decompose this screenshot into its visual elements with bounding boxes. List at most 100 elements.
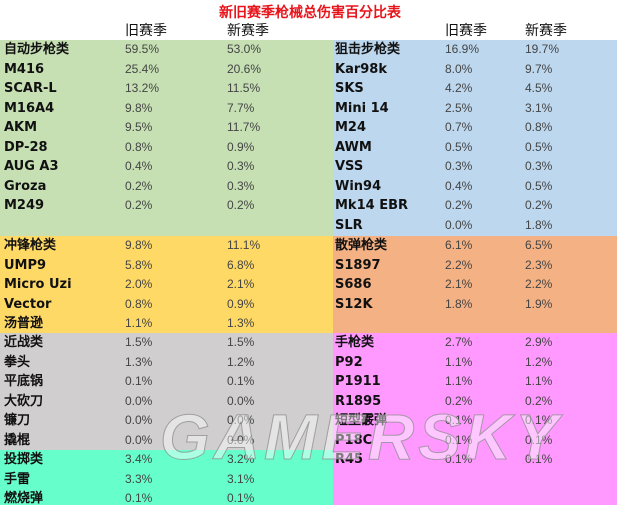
weapon-name: M24 — [335, 120, 367, 135]
table-row: 拳头 1.3% 1.2% — [0, 353, 333, 373]
value-old: 0.1% — [445, 452, 473, 466]
value-new: 1.1% — [525, 374, 553, 388]
weapon-name: SCAR-L — [4, 81, 57, 96]
value-new: 0.2% — [227, 198, 255, 212]
value-old: 1.1% — [445, 374, 473, 388]
value-new: 0.9% — [227, 139, 255, 154]
table-row: AWM 0.5% 0.5% — [333, 138, 617, 158]
value-new: 1.2% — [525, 354, 553, 369]
value-new: 0.1% — [525, 452, 553, 466]
header-old-left: 旧赛季 — [125, 23, 167, 39]
weapon-name: P1911 — [335, 374, 381, 389]
category-block-ar: 自动步枪类 59.5% 53.0% M416 25.4% 20.6% SCAR-L 13.2%… — [0, 40, 333, 236]
weapon-name: SLR — [335, 217, 363, 233]
weapon-name: Groza — [4, 178, 47, 194]
value-new: 1.9% — [525, 296, 553, 311]
header-old-right: 旧赛季 — [445, 23, 487, 39]
value-old: 0.8% — [125, 139, 153, 154]
value-new: 0.0% — [227, 413, 255, 427]
table-row: 自动步枪类 59.5% 53.0% — [0, 40, 333, 60]
table-row: Mk14 EBR 0.2% 0.2% — [333, 196, 617, 216]
weapon-name: SKS — [335, 81, 364, 96]
table-row: Groza 0.2% 0.3% — [0, 177, 333, 197]
weapon-name: R1895 — [335, 393, 382, 409]
weapon-name: 近战类 — [4, 335, 44, 350]
value-new: 0.1% — [525, 413, 553, 427]
table-row: R45 0.1% 0.1% — [333, 450, 617, 470]
table-title: 新旧赛季枪械总伤害百分比表 — [219, 5, 401, 21]
category-block-throw: 投掷类 3.4% 3.2% 手雷 3.3% 3.1% 燃烧弹 0.1% 0.1% — [0, 450, 333, 505]
weapon-name: M249 — [4, 198, 45, 213]
value-old: 0.1% — [445, 432, 473, 447]
value-old: 1.1% — [445, 354, 473, 369]
weapon-name: 拳头 — [4, 354, 31, 370]
weapon-name: AWM — [335, 139, 372, 155]
weapon-name: 撬棍 — [4, 432, 31, 448]
value-new: 3.1% — [525, 100, 553, 115]
table-row: 手雷 3.3% 3.1% — [0, 470, 333, 490]
value-old: 0.1% — [445, 413, 473, 427]
table-row: VSS 0.3% 0.3% — [333, 157, 617, 177]
weapon-name: 手枪类 — [335, 335, 375, 350]
value-new: 2.1% — [227, 277, 255, 291]
weapon-name: Mk14 EBR — [335, 198, 408, 213]
weapon-name: 短型霰弹 — [335, 413, 388, 428]
weapon-name: 投掷类 — [4, 452, 44, 467]
weapon-name: R45 — [335, 452, 364, 467]
table-row: 镰刀 0.0% 0.0% — [0, 411, 333, 431]
value-old: 0.2% — [125, 198, 153, 212]
value-new: 0.1% — [525, 432, 553, 447]
value-new: 0.1% — [227, 491, 255, 505]
weapon-name: M416 — [4, 61, 45, 77]
weapon-name: 平底锅 — [4, 374, 44, 389]
weapon-name: M16A4 — [4, 100, 55, 116]
weapon-name: 汤普逊 — [4, 316, 44, 331]
table-row: DP-28 0.8% 0.9% — [0, 138, 333, 158]
value-new: 0.5% — [525, 139, 553, 154]
value-old: 0.5% — [445, 139, 473, 154]
value-new: 1.5% — [227, 335, 255, 349]
weapon-name: Micro Uzi — [4, 277, 72, 292]
table-row: 汤普逊 1.1% 1.3% — [0, 314, 333, 334]
table-row: AUG A3 0.4% 0.3% — [0, 157, 333, 177]
value-new: 1.2% — [227, 354, 255, 369]
value-new: 2.2% — [525, 277, 553, 291]
value-new: 53.0% — [227, 42, 262, 56]
value-old: 8.0% — [445, 61, 473, 76]
category-block-pistol: 手枪类 2.7% 2.9% P92 1.1% 1.2% P1911 1.1% 1.1% R1895… — [333, 333, 617, 505]
weapon-name: 镰刀 — [4, 413, 31, 428]
value-new: 1.8% — [525, 217, 553, 232]
value-old: 1.8% — [445, 296, 473, 311]
value-old: 0.8% — [125, 296, 153, 311]
weapon-name: AUG A3 — [4, 159, 59, 174]
value-new: 0.2% — [525, 198, 553, 212]
value-new: 11.1% — [227, 238, 261, 252]
table-row: M416 25.4% 20.6% — [0, 60, 333, 80]
value-old: 6.1% — [445, 238, 473, 252]
value-old: 9.8% — [125, 238, 153, 252]
value-new: 0.9% — [227, 296, 255, 311]
weapon-name: 手雷 — [4, 471, 31, 487]
category-block-sg: 散弹枪类 6.1% 6.5% S1897 2.2% 2.3% S686 2.1% 2.2% S12… — [333, 236, 617, 333]
weapon-name: DP-28 — [4, 139, 48, 155]
value-new: 0.3% — [227, 159, 255, 173]
value-new: 0.3% — [525, 159, 553, 173]
weapon-name: 散弹枪类 — [335, 238, 388, 253]
table-row: S12K 1.8% 1.9% — [333, 295, 617, 315]
value-old: 0.1% — [125, 374, 153, 388]
category-block-sr: 狙击步枪类 16.9% 19.7% Kar98k 8.0% 9.7% SKS 4.2% 4.5%… — [333, 40, 617, 236]
weapon-name: S686 — [335, 277, 372, 292]
weapon-name: Kar98k — [335, 61, 387, 77]
value-old: 5.8% — [125, 257, 153, 272]
table-row: M24 0.7% 0.8% — [333, 118, 617, 138]
weapon-name: 狙击步枪类 — [335, 42, 401, 57]
value-old: 2.1% — [445, 277, 473, 291]
value-old: 9.5% — [125, 120, 153, 134]
weapon-name: VSS — [335, 159, 364, 174]
weapon-name: UMP9 — [4, 257, 47, 273]
value-new: 9.7% — [525, 61, 553, 76]
table-row: 短型霰弹 0.1% 0.1% — [333, 411, 617, 431]
table-row: 手枪类 2.7% 2.9% — [333, 333, 617, 353]
weapon-name: 自动步枪类 — [4, 42, 70, 57]
table-row: 平底锅 0.1% 0.1% — [0, 372, 333, 392]
